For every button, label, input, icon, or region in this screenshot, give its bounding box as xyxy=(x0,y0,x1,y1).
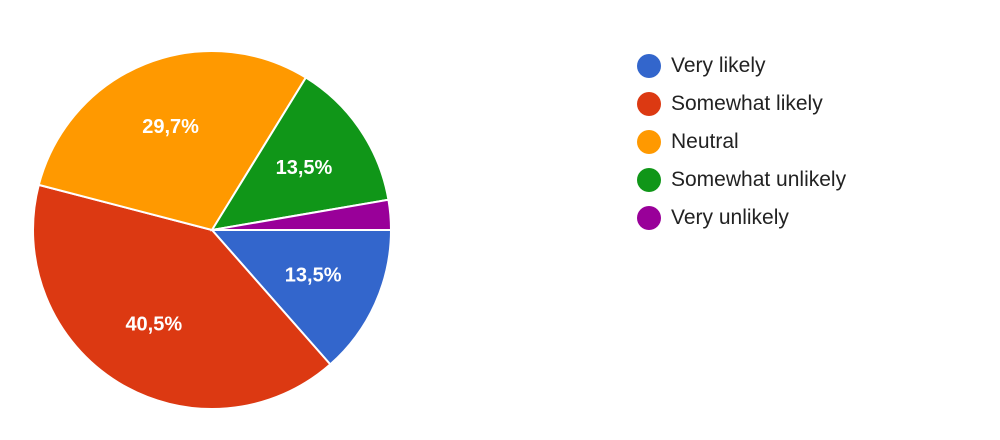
legend-swatch-icon xyxy=(637,92,661,116)
legend-label: Neutral xyxy=(671,130,739,153)
pie-slice-somewhat-likely xyxy=(32,183,332,410)
legend-item-very-unlikely: Very unlikely xyxy=(637,199,846,237)
data-label-neutral: 29,7% xyxy=(142,116,199,138)
data-label-somewhat-unlikely: 13,5% xyxy=(276,157,333,179)
pie-slice-somewhat-unlikely xyxy=(209,76,390,232)
pie-slice-very-likely xyxy=(209,229,393,366)
chart-legend: Very likely Somewhat likely Neutral Somewha… xyxy=(637,47,846,237)
data-label-very-likely: 13,5% xyxy=(285,265,342,287)
legend-item-neutral: Neutral xyxy=(637,123,846,161)
pie-data-labels: 13,5% 40,5% 29,7% 13,5% xyxy=(125,116,341,335)
legend-item-somewhat-likely: Somewhat likely xyxy=(637,85,846,123)
pie-slice-very-unlikely xyxy=(211,198,393,231)
legend-label: Somewhat likely xyxy=(671,92,823,115)
legend-item-somewhat-unlikely: Somewhat unlikely xyxy=(637,161,846,199)
legend-swatch-icon xyxy=(637,206,661,230)
legend-label: Somewhat unlikely xyxy=(671,168,847,191)
legend-swatch-icon xyxy=(637,130,661,154)
legend-swatch-icon xyxy=(637,54,661,78)
legend-label: Very unlikely xyxy=(671,206,789,229)
legend-swatch-icon xyxy=(637,168,661,192)
legend-item-very-likely: Very likely xyxy=(637,47,846,85)
legend-label: Very likely xyxy=(671,54,766,77)
data-label-somewhat-likely: 40,5% xyxy=(125,314,182,336)
pie-slices xyxy=(32,50,393,410)
